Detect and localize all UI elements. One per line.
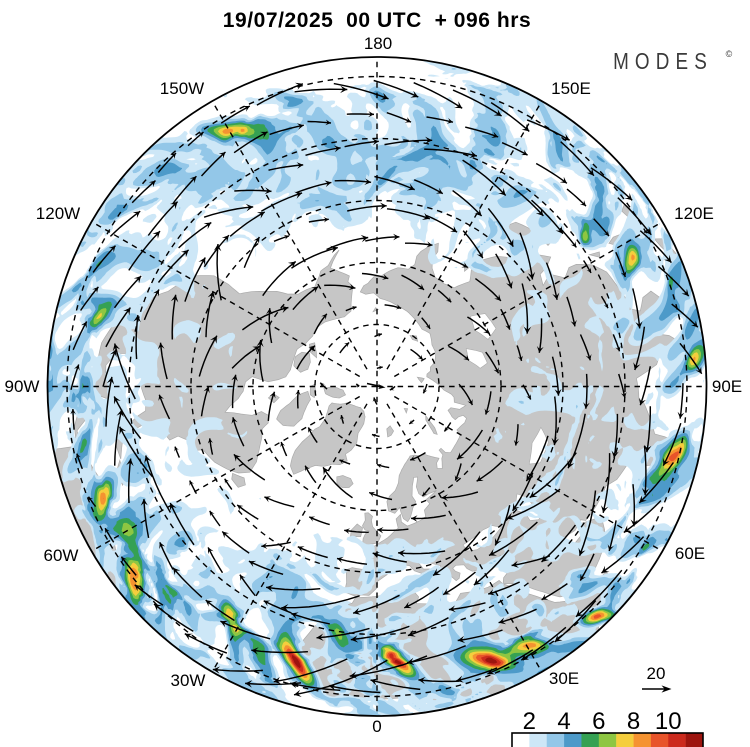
meridian-line bbox=[386, 100, 543, 370]
chart-title: 19/07/2025 00 UTC + 096 hrs bbox=[223, 9, 531, 32]
longitude-label-30w: 30W bbox=[171, 671, 206, 690]
field-contours-layer bbox=[47, 57, 707, 716]
longitude-label-120e: 120E bbox=[674, 204, 714, 223]
copyright-symbol: © bbox=[726, 49, 733, 59]
colorbar-segment bbox=[633, 733, 652, 747]
meridian-line bbox=[91, 221, 361, 378]
meridian-line bbox=[386, 403, 543, 673]
map-boundary-circle bbox=[46, 56, 708, 717]
longitude-label-180: 180 bbox=[364, 34, 392, 53]
colorbar-segment bbox=[546, 733, 565, 747]
meridian-line bbox=[393, 221, 663, 378]
longitude-label-120w: 120W bbox=[36, 204, 80, 223]
longitude-label-90e: 90E bbox=[712, 377, 742, 396]
land-polygon bbox=[336, 475, 354, 488]
graticule-layer bbox=[47, 57, 707, 716]
colorbar-segment bbox=[668, 733, 686, 747]
land-polygon bbox=[588, 251, 601, 258]
colorbar-segment bbox=[529, 733, 547, 747]
colorbar-segment bbox=[581, 733, 600, 747]
land-polygon bbox=[231, 472, 246, 488]
longitude-label-60w: 60W bbox=[44, 546, 79, 565]
colorbar-segment bbox=[512, 733, 530, 747]
land-polygon bbox=[323, 386, 347, 399]
land-polygon bbox=[409, 335, 419, 342]
land-polygon bbox=[361, 512, 382, 546]
meridian-line bbox=[211, 403, 368, 673]
modes-logo-text: MODES bbox=[613, 49, 713, 74]
colorbar-tick-label: 8 bbox=[627, 708, 640, 735]
colorbar-segment bbox=[650, 733, 669, 747]
colorbar-segment bbox=[564, 733, 582, 747]
land-polygon bbox=[403, 408, 409, 414]
colorbar-tick-label: 4 bbox=[557, 708, 570, 735]
colorbar-tick-label: 2 bbox=[523, 708, 536, 735]
colorbar-border bbox=[511, 732, 704, 747]
colorbar-segment bbox=[685, 733, 704, 747]
wind-arrows-layer bbox=[70, 79, 703, 697]
meridian-line bbox=[393, 395, 663, 552]
land-polygon bbox=[416, 376, 425, 384]
land-polygon bbox=[386, 425, 395, 438]
water-body bbox=[465, 348, 488, 369]
reference-vector: 20 bbox=[642, 664, 672, 693]
reference-vector-arrowhead bbox=[661, 685, 672, 693]
longitude-label-60e: 60E bbox=[675, 544, 705, 563]
longitude-label-0: 0 bbox=[372, 717, 381, 736]
meridian-line bbox=[91, 395, 361, 552]
map-area bbox=[47, 57, 707, 716]
longitude-label-150w: 150W bbox=[160, 79, 204, 98]
colorbar-segment bbox=[616, 733, 634, 747]
longitude-label-90w: 90W bbox=[5, 377, 40, 396]
land-polygon bbox=[276, 390, 311, 427]
modes-logo: MODES © bbox=[613, 49, 733, 74]
colorbar: 2 4 6 8 10 bbox=[511, 708, 704, 747]
longitude-labels: 180 150W 150E 120W 120E 90W 90E 60W 60E 30W 30E 0 bbox=[5, 34, 743, 736]
land-polygon bbox=[267, 393, 280, 404]
colorbar-tick-label: 10 bbox=[655, 708, 682, 735]
colorbar-segment bbox=[598, 733, 617, 747]
land-polygon bbox=[309, 383, 317, 399]
longitude-label-150e: 150E bbox=[551, 79, 591, 98]
colorbar-tick-label: 6 bbox=[592, 708, 605, 735]
meridian-line bbox=[211, 100, 368, 370]
reference-vector-label: 20 bbox=[647, 664, 666, 683]
longitude-label-30e: 30E bbox=[549, 669, 579, 688]
